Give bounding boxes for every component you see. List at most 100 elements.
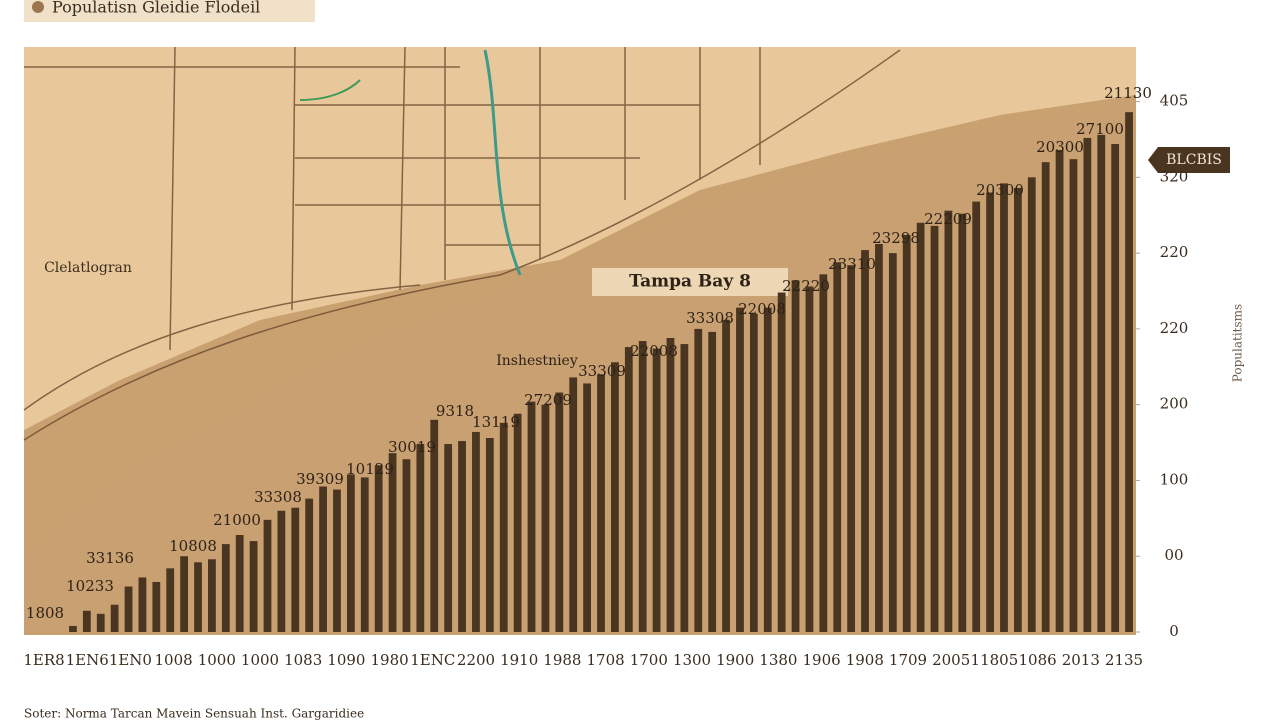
data-label: 21000 (213, 511, 261, 529)
bar (235, 535, 244, 632)
bar (138, 577, 147, 632)
bar (847, 265, 856, 632)
bar (958, 213, 967, 632)
y-tick-label: 405 (1160, 92, 1189, 110)
bar (694, 328, 703, 632)
map-label: Clelatlogran (44, 260, 132, 276)
bar (388, 453, 397, 632)
data-label: 33308 (686, 309, 734, 327)
source: Soter: Norma Tarcan Mavein Sensuah Inst.… (24, 707, 364, 720)
x-tick-label: 1EN0 (109, 651, 152, 669)
bar (749, 313, 758, 632)
bar (1069, 159, 1078, 632)
title-dot (32, 1, 44, 13)
y-tick-label: 00 (1164, 546, 1183, 564)
data-label: 39309 (296, 470, 344, 488)
x-tick-label: 1709 (889, 651, 927, 669)
y-tick-label: 100 (1160, 470, 1189, 488)
title-box (24, 0, 315, 22)
bar (194, 562, 202, 632)
bar (1097, 134, 1106, 632)
chart-title: Populatisn Gleidie Flodeil (52, 0, 260, 17)
bar (1055, 150, 1064, 632)
data-label: 10808 (169, 537, 217, 555)
bar (1083, 137, 1092, 632)
bar (374, 465, 383, 632)
bar (902, 234, 911, 632)
data-label: 10233 (66, 577, 114, 595)
x-tick-label: 1008 (155, 651, 193, 669)
bar (430, 419, 439, 632)
bar (333, 489, 341, 632)
x-tick-label: 1000 (241, 651, 279, 669)
bar (485, 438, 494, 632)
x-tick-label: 1900 (716, 651, 754, 669)
y-axis-title: Populatitsms (1231, 304, 1245, 382)
bar (82, 610, 91, 632)
data-label: 27209 (524, 391, 572, 409)
map-label: Tampa Bay 8 (629, 272, 751, 292)
bar (416, 444, 425, 632)
x-tick-label: 1EN6 (66, 651, 109, 669)
data-label: 21130 (1104, 84, 1152, 102)
bar (652, 348, 661, 632)
bar (166, 568, 175, 632)
bar (875, 244, 883, 632)
y-tick-label: 200 (1160, 395, 1189, 413)
bar (110, 604, 119, 632)
bar (708, 331, 717, 632)
y-tick-label: 220 (1160, 243, 1189, 261)
bar (472, 431, 480, 632)
x-tick-label: 1910 (500, 651, 538, 669)
bar (833, 262, 842, 632)
data-label: 22209 (924, 210, 972, 228)
data-label: 27100 (1076, 120, 1124, 138)
bar (722, 319, 730, 632)
bar (583, 383, 591, 632)
x-tick-label: 2200 (457, 651, 495, 669)
data-label: 13119 (472, 413, 520, 431)
bar (69, 625, 77, 632)
data-label: 23310 (828, 255, 876, 273)
y-tick-label: 220 (1160, 319, 1189, 337)
x-tick-label: 1090 (327, 651, 365, 669)
bar (736, 307, 744, 632)
data-label: 22220 (782, 277, 830, 295)
bar (263, 519, 272, 632)
bar (819, 274, 828, 632)
data-label: 33136 (86, 549, 134, 567)
bar (944, 210, 953, 632)
bar (680, 344, 689, 632)
data-label: 9318 (436, 402, 474, 420)
bar (124, 586, 133, 632)
x-tick-label: 1980 (371, 651, 409, 669)
bar (499, 422, 508, 632)
bar (888, 253, 897, 632)
bar (513, 413, 522, 632)
x-tick-label: 1300 (673, 651, 711, 669)
bar (541, 404, 550, 632)
bar (861, 250, 869, 633)
x-tick-label: 2135 (1105, 651, 1143, 669)
bar (208, 559, 216, 632)
bar (1000, 183, 1008, 632)
data-label: 20300 (1036, 138, 1084, 156)
bar (791, 280, 800, 632)
data-label: 22008 (630, 342, 678, 360)
x-tick-label: 1086 (1019, 651, 1057, 669)
data-label: 1808 (26, 604, 64, 622)
bar (638, 341, 647, 632)
x-tick-label: 11805 (971, 651, 1019, 669)
bar (777, 292, 786, 632)
x-tick-label: 1908 (846, 651, 884, 669)
bar (291, 507, 300, 632)
x-tick-label: 1380 (759, 651, 797, 669)
bar (763, 307, 772, 632)
x-tick-label: 1708 (587, 651, 625, 669)
data-label: 30019 (388, 438, 436, 456)
x-tick-label: 1083 (284, 651, 322, 669)
x-tick-label: 1700 (630, 651, 668, 669)
bar (597, 374, 605, 632)
bar (555, 392, 564, 632)
